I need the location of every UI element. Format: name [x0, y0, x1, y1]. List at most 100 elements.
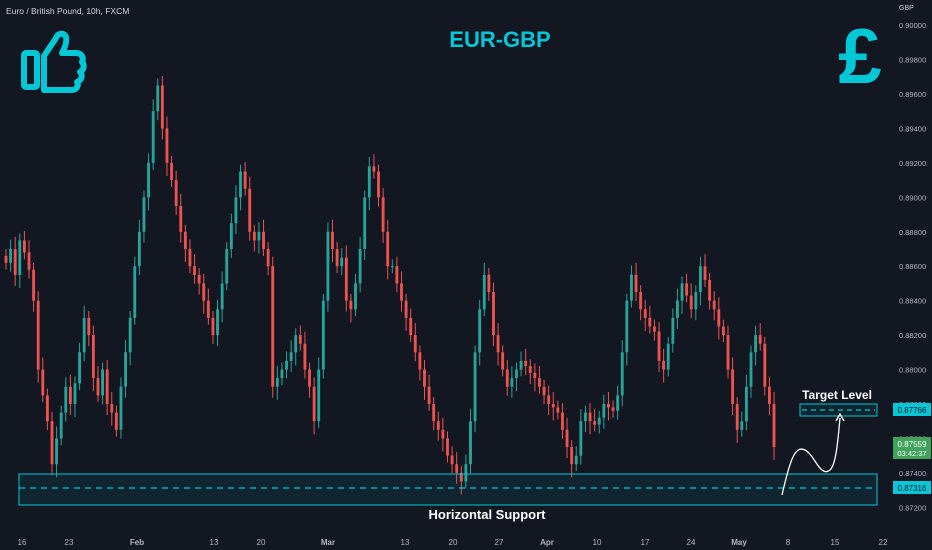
candle-body — [515, 369, 518, 379]
price-tick-label: 0.89200 — [899, 159, 926, 168]
candle-body — [409, 317, 413, 336]
price-tick-label: 0.88600 — [899, 262, 926, 271]
candle-body — [639, 292, 643, 310]
symbol-header[interactable]: Euro / British Pound, 10h, FXCM — [6, 6, 129, 16]
candle-body — [87, 317, 91, 336]
candle-body — [459, 472, 463, 482]
candle-body — [689, 295, 693, 310]
candle-body — [216, 309, 219, 336]
candle-body — [4, 255, 8, 263]
pound-sterling-icon: £ — [838, 12, 881, 100]
candle-body — [133, 266, 137, 318]
candle-body — [721, 326, 725, 336]
candle-body — [519, 360, 523, 370]
time-tick-label: 10 — [593, 538, 602, 547]
candle-body — [331, 231, 334, 250]
candle-body — [239, 171, 242, 198]
candle-body — [698, 266, 702, 293]
candle-body — [183, 231, 187, 250]
candle-body — [147, 162, 150, 198]
time-axis[interactable]: 16 23 Feb 13 20 Mar 13 20 27 Apr 10 17 24 May 8 15 22 — [18, 538, 888, 547]
candle-body — [528, 366, 532, 373]
candle-body — [744, 386, 748, 422]
candle-body — [280, 369, 284, 379]
candle-body — [561, 412, 564, 430]
candle-body — [758, 335, 762, 344]
candle-body — [73, 383, 77, 404]
candle-body — [82, 317, 86, 353]
candle-body — [266, 249, 270, 267]
candle-body — [55, 438, 59, 465]
time-tick-label: 20 — [449, 538, 458, 547]
candle-body — [303, 343, 307, 370]
candle-body — [620, 352, 624, 396]
candle-body — [436, 421, 440, 430]
candle-body — [188, 249, 192, 267]
candle-body — [344, 257, 348, 301]
candle-body — [441, 429, 445, 439]
candle-body — [294, 335, 298, 353]
candle-body — [616, 395, 620, 411]
candle-body — [298, 335, 302, 344]
time-tick-label: 17 — [641, 538, 650, 547]
time-tick-label: 27 — [495, 538, 504, 547]
candle-body — [179, 205, 183, 232]
candle-body — [211, 317, 215, 336]
candle-body — [630, 274, 633, 301]
candle-body — [653, 326, 656, 332]
candle-body — [285, 360, 288, 370]
candle-body — [675, 300, 679, 318]
candle-body — [165, 128, 169, 163]
candle-body — [625, 300, 629, 353]
candle-body — [78, 352, 82, 384]
candle-body — [262, 231, 265, 250]
candle-body — [657, 331, 661, 361]
candle-body — [634, 274, 638, 293]
candle-body — [584, 412, 587, 422]
candle-body — [358, 249, 362, 284]
time-tick-label: 16 — [18, 538, 27, 547]
candle-body — [524, 360, 528, 367]
candle-body — [740, 421, 744, 430]
candle-body — [455, 464, 459, 473]
candle-body — [64, 386, 68, 413]
candle-body — [225, 249, 229, 284]
price-tick-label: 0.89800 — [899, 56, 926, 65]
candle-body — [202, 283, 206, 301]
projection-path — [781, 417, 841, 496]
candle-body — [570, 447, 574, 465]
time-tick-label: 24 — [687, 538, 696, 547]
projection-arrowhead — [835, 412, 845, 422]
candle-body — [487, 274, 491, 293]
candle-body — [427, 386, 431, 404]
price-tick-label: 0.88400 — [899, 297, 926, 306]
time-tick-label: 20 — [257, 538, 266, 547]
candle-body — [335, 249, 339, 267]
price-tick-label: 0.88800 — [899, 228, 926, 237]
time-tick-label: 8 — [786, 538, 791, 547]
time-tick-label: 15 — [831, 538, 840, 547]
candle-body — [174, 180, 178, 206]
candle-body — [423, 369, 426, 387]
candle-body — [377, 171, 380, 198]
support-price-text: 0.87316 — [898, 484, 927, 493]
target-price-text: 0.87766 — [898, 406, 927, 415]
price-tick-label: 0.88200 — [899, 331, 926, 340]
candle-body — [151, 111, 155, 163]
candle-body — [763, 343, 767, 387]
candle-body — [229, 223, 233, 250]
time-tick-label: Mar — [321, 538, 335, 547]
candle-body — [648, 317, 652, 327]
candle-body — [271, 266, 275, 387]
candle-body — [492, 292, 495, 336]
candle-body — [170, 162, 173, 181]
time-tick-label: May — [731, 538, 747, 547]
candle-body — [326, 231, 330, 301]
candle-body — [22, 240, 26, 253]
candle-body — [574, 455, 578, 465]
candle-body — [735, 403, 739, 430]
candle-body — [602, 403, 606, 418]
candle-body — [749, 352, 753, 387]
candle-body — [363, 197, 367, 250]
